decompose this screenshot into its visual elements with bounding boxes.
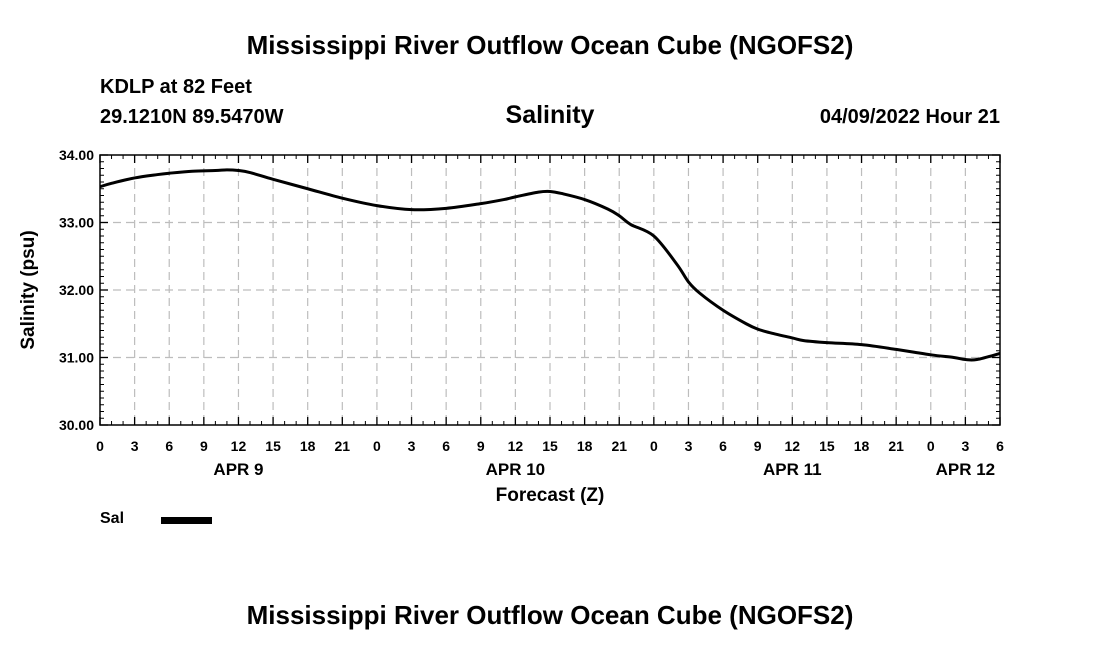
x-tick-label: 18 [854, 438, 870, 454]
station-coordinates: 29.1210N 89.5470W [100, 106, 284, 128]
forecast-datetime: 04/09/2022 Hour 21 [819, 106, 1000, 128]
x-tick-label: 15 [819, 438, 835, 454]
x-tick-label: 21 [335, 438, 351, 454]
x-tick-label: 0 [650, 438, 658, 454]
x-tick-label: 18 [577, 438, 593, 454]
x-tick-label: 0 [96, 438, 104, 454]
x-tick-label: 3 [961, 438, 969, 454]
x-tick-label: 9 [200, 438, 208, 454]
x-tick-label: 9 [477, 438, 485, 454]
x-tick-label: 21 [888, 438, 904, 454]
x-tick-label: 6 [165, 438, 173, 454]
x-tick-label: 15 [265, 438, 281, 454]
x-tick-label: 6 [442, 438, 450, 454]
x-tick-label: 6 [719, 438, 727, 454]
station-label: KDLP at 82 Feet [100, 76, 252, 98]
x-tick-label: 3 [408, 438, 416, 454]
y-axis-title: Salinity (psu) [18, 230, 39, 349]
day-label: APR 12 [936, 460, 996, 479]
legend-label: Sal [100, 510, 125, 527]
x-tick-label: 3 [685, 438, 693, 454]
y-tick-label: 32.00 [59, 282, 94, 298]
x-tick-label: 12 [785, 438, 801, 454]
y-tick-label: 33.00 [59, 215, 94, 231]
day-label: APR 9 [213, 460, 263, 479]
series-line-sal [99, 168, 1001, 362]
x-axis-title: Forecast (Z) [496, 485, 605, 506]
x-tick-label: 3 [131, 438, 139, 454]
x-tick-label: 12 [508, 438, 524, 454]
legend-swatch [161, 517, 212, 524]
x-tick-label: 0 [373, 438, 381, 454]
footer-title: Mississippi River Outflow Ocean Cube (NG… [246, 600, 854, 630]
x-tick-label: 6 [996, 438, 1004, 454]
x-tick-label: 9 [754, 438, 762, 454]
chart-subtitle: Salinity [505, 101, 595, 129]
y-tick-label: 30.00 [59, 417, 94, 433]
x-tick-label: 12 [231, 438, 247, 454]
x-tick-label: 0 [927, 438, 935, 454]
x-tick-label: 15 [542, 438, 558, 454]
y-tick-label: 31.00 [59, 350, 94, 366]
chart-main-title: Mississippi River Outflow Ocean Cube (NG… [246, 30, 854, 60]
x-tick-label: 18 [300, 438, 316, 454]
day-label: APR 10 [486, 460, 546, 479]
day-label: APR 11 [763, 460, 822, 479]
x-tick-label: 21 [611, 438, 627, 454]
y-tick-label: 34.00 [59, 147, 94, 163]
